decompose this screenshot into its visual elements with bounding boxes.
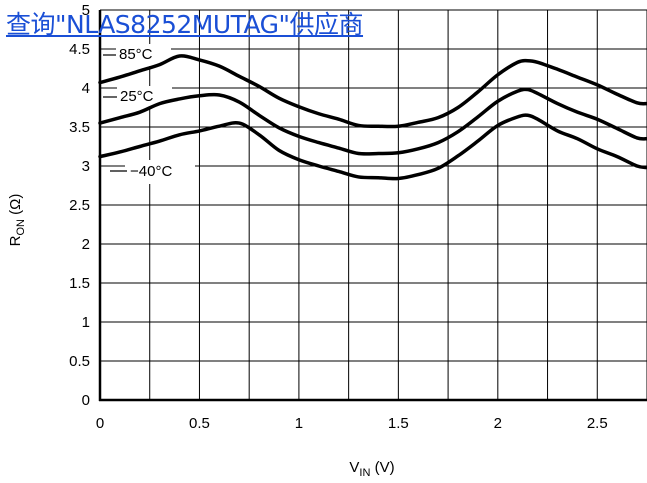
y-axis-title-main: R [7, 235, 24, 246]
y-tick-label: 3 [82, 158, 90, 175]
series-line-0 [98, 54, 647, 129]
annotation-25c: 25°C [120, 88, 154, 105]
x-axis-title-unit: (V) [370, 459, 394, 476]
y-tick-label: 3.5 [69, 119, 90, 136]
y-axis-title-sub: ON [15, 219, 27, 236]
y-axis-title-unit: (Ω) [7, 194, 24, 219]
grid [99, 9, 647, 401]
y-tick-label: 2.5 [69, 197, 90, 214]
y-tick-label: 1 [82, 314, 90, 331]
annotation-bg-minus40c [125, 160, 195, 184]
y-tick-label: 2 [82, 236, 90, 253]
y-tick-label: 4.5 [69, 41, 90, 58]
series-line-2 [98, 113, 647, 181]
y-axis-title: RON (Ω) [7, 194, 27, 247]
supplier-query-link[interactable]: 查询"NLAS8252MUTAG"供应商 [6, 10, 364, 39]
x-axis-title-sub: IN [359, 467, 370, 479]
y-tick-label: 0 [82, 392, 90, 409]
y-tick-labels: 0 0.5 1 1.5 2 2.5 3 3.5 4 4.5 5 [69, 2, 90, 409]
x-axis-title-main: V [349, 459, 359, 476]
y-tick-label: 1.5 [69, 275, 90, 292]
x-tick-label: 1 [295, 415, 303, 432]
y-tick-label: 5 [82, 2, 90, 19]
x-tick-label: 1.5 [388, 415, 409, 432]
x-axis-title: VIN (V) [349, 459, 394, 479]
annotation-85c: 85°C [119, 46, 153, 63]
y-tick-label: 0.5 [69, 353, 90, 370]
x-tick-label: 2.5 [587, 415, 608, 432]
temperature-annotations: 85°C 25°C −40°C [103, 44, 195, 184]
series-line-1 [98, 87, 647, 156]
axes [98, 10, 647, 402]
annotation-minus40c: −40°C [130, 163, 172, 180]
x-tick-labels: 0 0.5 1 1.5 2 2.5 [96, 415, 608, 432]
x-tick-label: 0 [96, 415, 104, 432]
series-lines [98, 54, 647, 181]
y-tick-label: 4 [82, 80, 90, 97]
x-tick-label: 2 [494, 415, 502, 432]
x-tick-label: 0.5 [189, 415, 210, 432]
annotation-bg-85c [116, 44, 171, 66]
